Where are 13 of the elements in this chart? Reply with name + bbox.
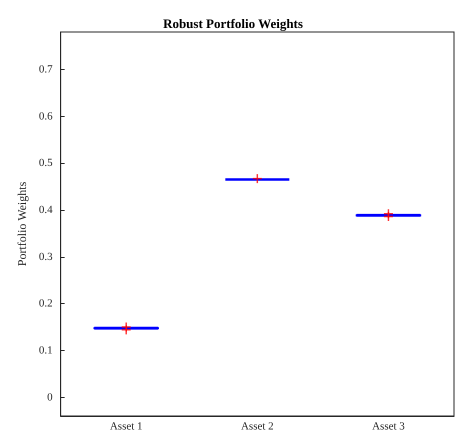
x-tick-label: Asset 2 <box>240 420 274 432</box>
y-tick-label: 0.2 <box>38 298 53 310</box>
y-tick-label: 0.3 <box>38 250 54 263</box>
y-tick-label: 0.7 <box>38 63 54 76</box>
y-tick-label: 0.4 <box>38 204 54 216</box>
x-tick-label: Asset 3 <box>372 420 406 432</box>
y-axis-title: Portfolio Weights <box>15 181 29 266</box>
y-tick-label: 0.5 <box>38 157 54 170</box>
chart-title: Robust Portfolio Weights <box>163 16 303 31</box>
y-tick-label: 0.1 <box>38 344 53 356</box>
x-tick-label: Asset 1 <box>110 420 143 432</box>
y-tick-label: 0 <box>47 391 54 404</box>
y-tick-label: 0.6 <box>38 110 54 122</box>
